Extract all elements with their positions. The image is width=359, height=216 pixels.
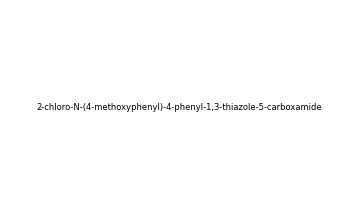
Text: 2-chloro-N-(4-methoxyphenyl)-4-phenyl-1,3-thiazole-5-carboxamide: 2-chloro-N-(4-methoxyphenyl)-4-phenyl-1,… xyxy=(37,103,322,113)
